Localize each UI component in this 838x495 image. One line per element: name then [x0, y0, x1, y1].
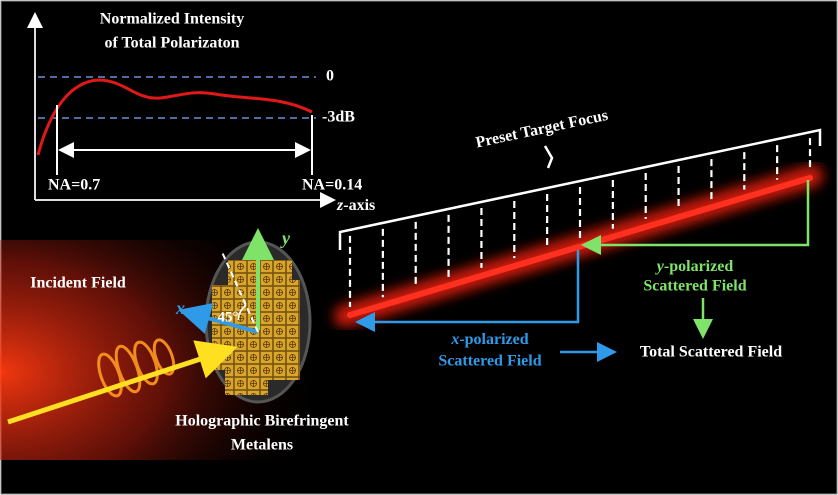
lens-caption: Holographic Birefringent — [175, 413, 349, 430]
field-arrows: y-polarized Scattered Field x-polarized … — [355, 180, 810, 370]
range-label: NA=0.14 — [302, 177, 362, 194]
level-label: -3dB — [322, 109, 355, 126]
metalens: 45° y x Incident Field Holographic Biref… — [0, 228, 349, 460]
axis-x-label: x — [175, 298, 185, 318]
range-label: NA=0.7 — [48, 177, 100, 194]
x-field-label: x-polarized — [450, 331, 528, 348]
plot-title: Normalized Intensity — [100, 11, 244, 28]
x-field-label: Scattered Field — [438, 353, 541, 370]
total-field-label: Total Scattered Field — [640, 344, 782, 361]
axis-y-label: y — [280, 228, 291, 248]
y-field-label: y-polarized — [655, 258, 734, 275]
incident-label: Incident Field — [30, 275, 126, 292]
plot-title: of Total Polarizaton — [104, 35, 239, 52]
y-field-label: Scattered Field — [643, 278, 746, 295]
lens-caption: Metalens — [231, 437, 293, 454]
axis-label: z-axis — [336, 197, 375, 214]
inset-plot: Normalized Intensity of Total Polarizato… — [27, 11, 375, 214]
level-label: 0 — [326, 68, 334, 85]
angle-label: 45° — [218, 309, 239, 325]
